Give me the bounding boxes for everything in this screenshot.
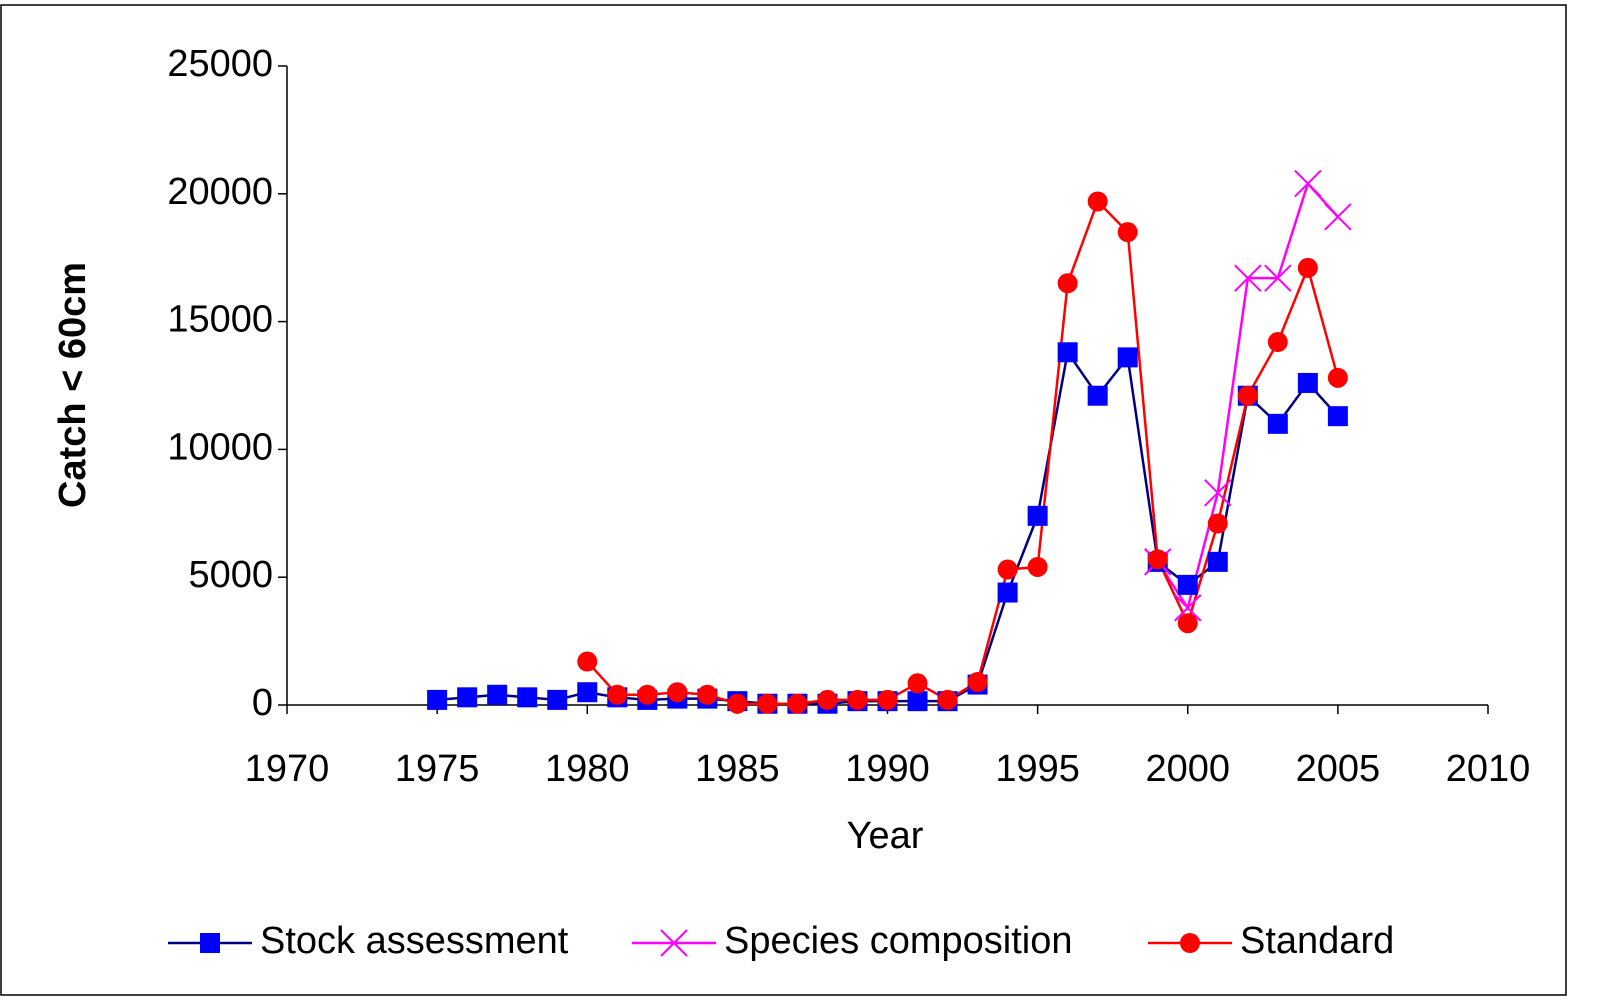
- marker: [1027, 556, 1048, 577]
- y-axis-label: Catch < 60cm: [52, 262, 94, 508]
- marker: [907, 673, 928, 694]
- marker: [427, 689, 448, 710]
- marker: [1327, 367, 1348, 388]
- marker: [1057, 273, 1078, 294]
- marker: [1204, 479, 1232, 507]
- legend-marker: [200, 933, 220, 953]
- x-tick-label: 1980: [545, 748, 630, 790]
- marker: [1117, 222, 1138, 243]
- x-tick-label: 2010: [1446, 748, 1531, 790]
- marker: [1237, 385, 1258, 406]
- marker: [967, 671, 988, 692]
- y-tick-label: 20000: [167, 171, 273, 213]
- marker: [1267, 332, 1288, 353]
- marker: [637, 684, 658, 705]
- marker: [1327, 406, 1348, 427]
- marker: [1174, 594, 1202, 622]
- marker: [1297, 372, 1318, 393]
- legend-marker: [1180, 933, 1200, 953]
- legend-label: Species composition: [724, 920, 1073, 962]
- legend-marker: [660, 929, 688, 957]
- marker: [907, 691, 928, 712]
- legend-label: Standard: [1240, 920, 1394, 962]
- marker: [997, 559, 1018, 580]
- marker: [1297, 257, 1318, 278]
- y-tick-label: 0: [252, 682, 273, 724]
- chart-border: [0, 4, 1567, 996]
- marker: [1294, 169, 1322, 198]
- y-tick-label: 5000: [188, 554, 273, 596]
- marker: [1207, 513, 1228, 534]
- marker: [727, 693, 748, 714]
- marker: [1117, 347, 1138, 368]
- x-tick-label: 1995: [995, 748, 1080, 790]
- legend-label: Stock assessment: [260, 920, 569, 962]
- x-tick-label: 1970: [245, 748, 330, 790]
- x-axis-label: Year: [847, 815, 924, 857]
- marker: [1267, 413, 1288, 434]
- marker: [1207, 551, 1228, 572]
- marker: [1177, 613, 1198, 634]
- marker: [817, 689, 838, 710]
- marker: [487, 684, 508, 705]
- marker: [1177, 574, 1198, 595]
- x-tick-label: 1985: [695, 748, 780, 790]
- marker: [607, 684, 628, 705]
- marker: [1324, 203, 1352, 231]
- marker: [847, 689, 868, 710]
- x-tick-label: 1990: [845, 748, 930, 790]
- marker: [877, 689, 898, 710]
- y-tick-label: 10000: [167, 426, 273, 468]
- marker: [1147, 549, 1168, 570]
- marker: [1087, 385, 1108, 406]
- marker: [757, 693, 778, 714]
- marker: [697, 684, 718, 705]
- marker: [787, 693, 808, 714]
- marker: [1264, 264, 1292, 292]
- marker: [997, 582, 1018, 603]
- marker: [577, 682, 598, 703]
- y-tick-label: 15000: [167, 299, 273, 341]
- marker: [667, 682, 688, 703]
- marker: [1087, 191, 1108, 212]
- marker: [937, 689, 958, 710]
- marker: [1234, 264, 1262, 292]
- marker: [577, 651, 598, 672]
- x-tick-label: 2005: [1296, 748, 1381, 790]
- y-tick-label: 25000: [167, 43, 273, 85]
- x-tick-label: 2000: [1145, 748, 1230, 790]
- marker: [1057, 342, 1078, 363]
- x-tick-label: 1975: [395, 748, 480, 790]
- marker: [547, 689, 568, 710]
- marker: [1027, 505, 1048, 526]
- marker: [457, 687, 478, 708]
- marker: [517, 687, 538, 708]
